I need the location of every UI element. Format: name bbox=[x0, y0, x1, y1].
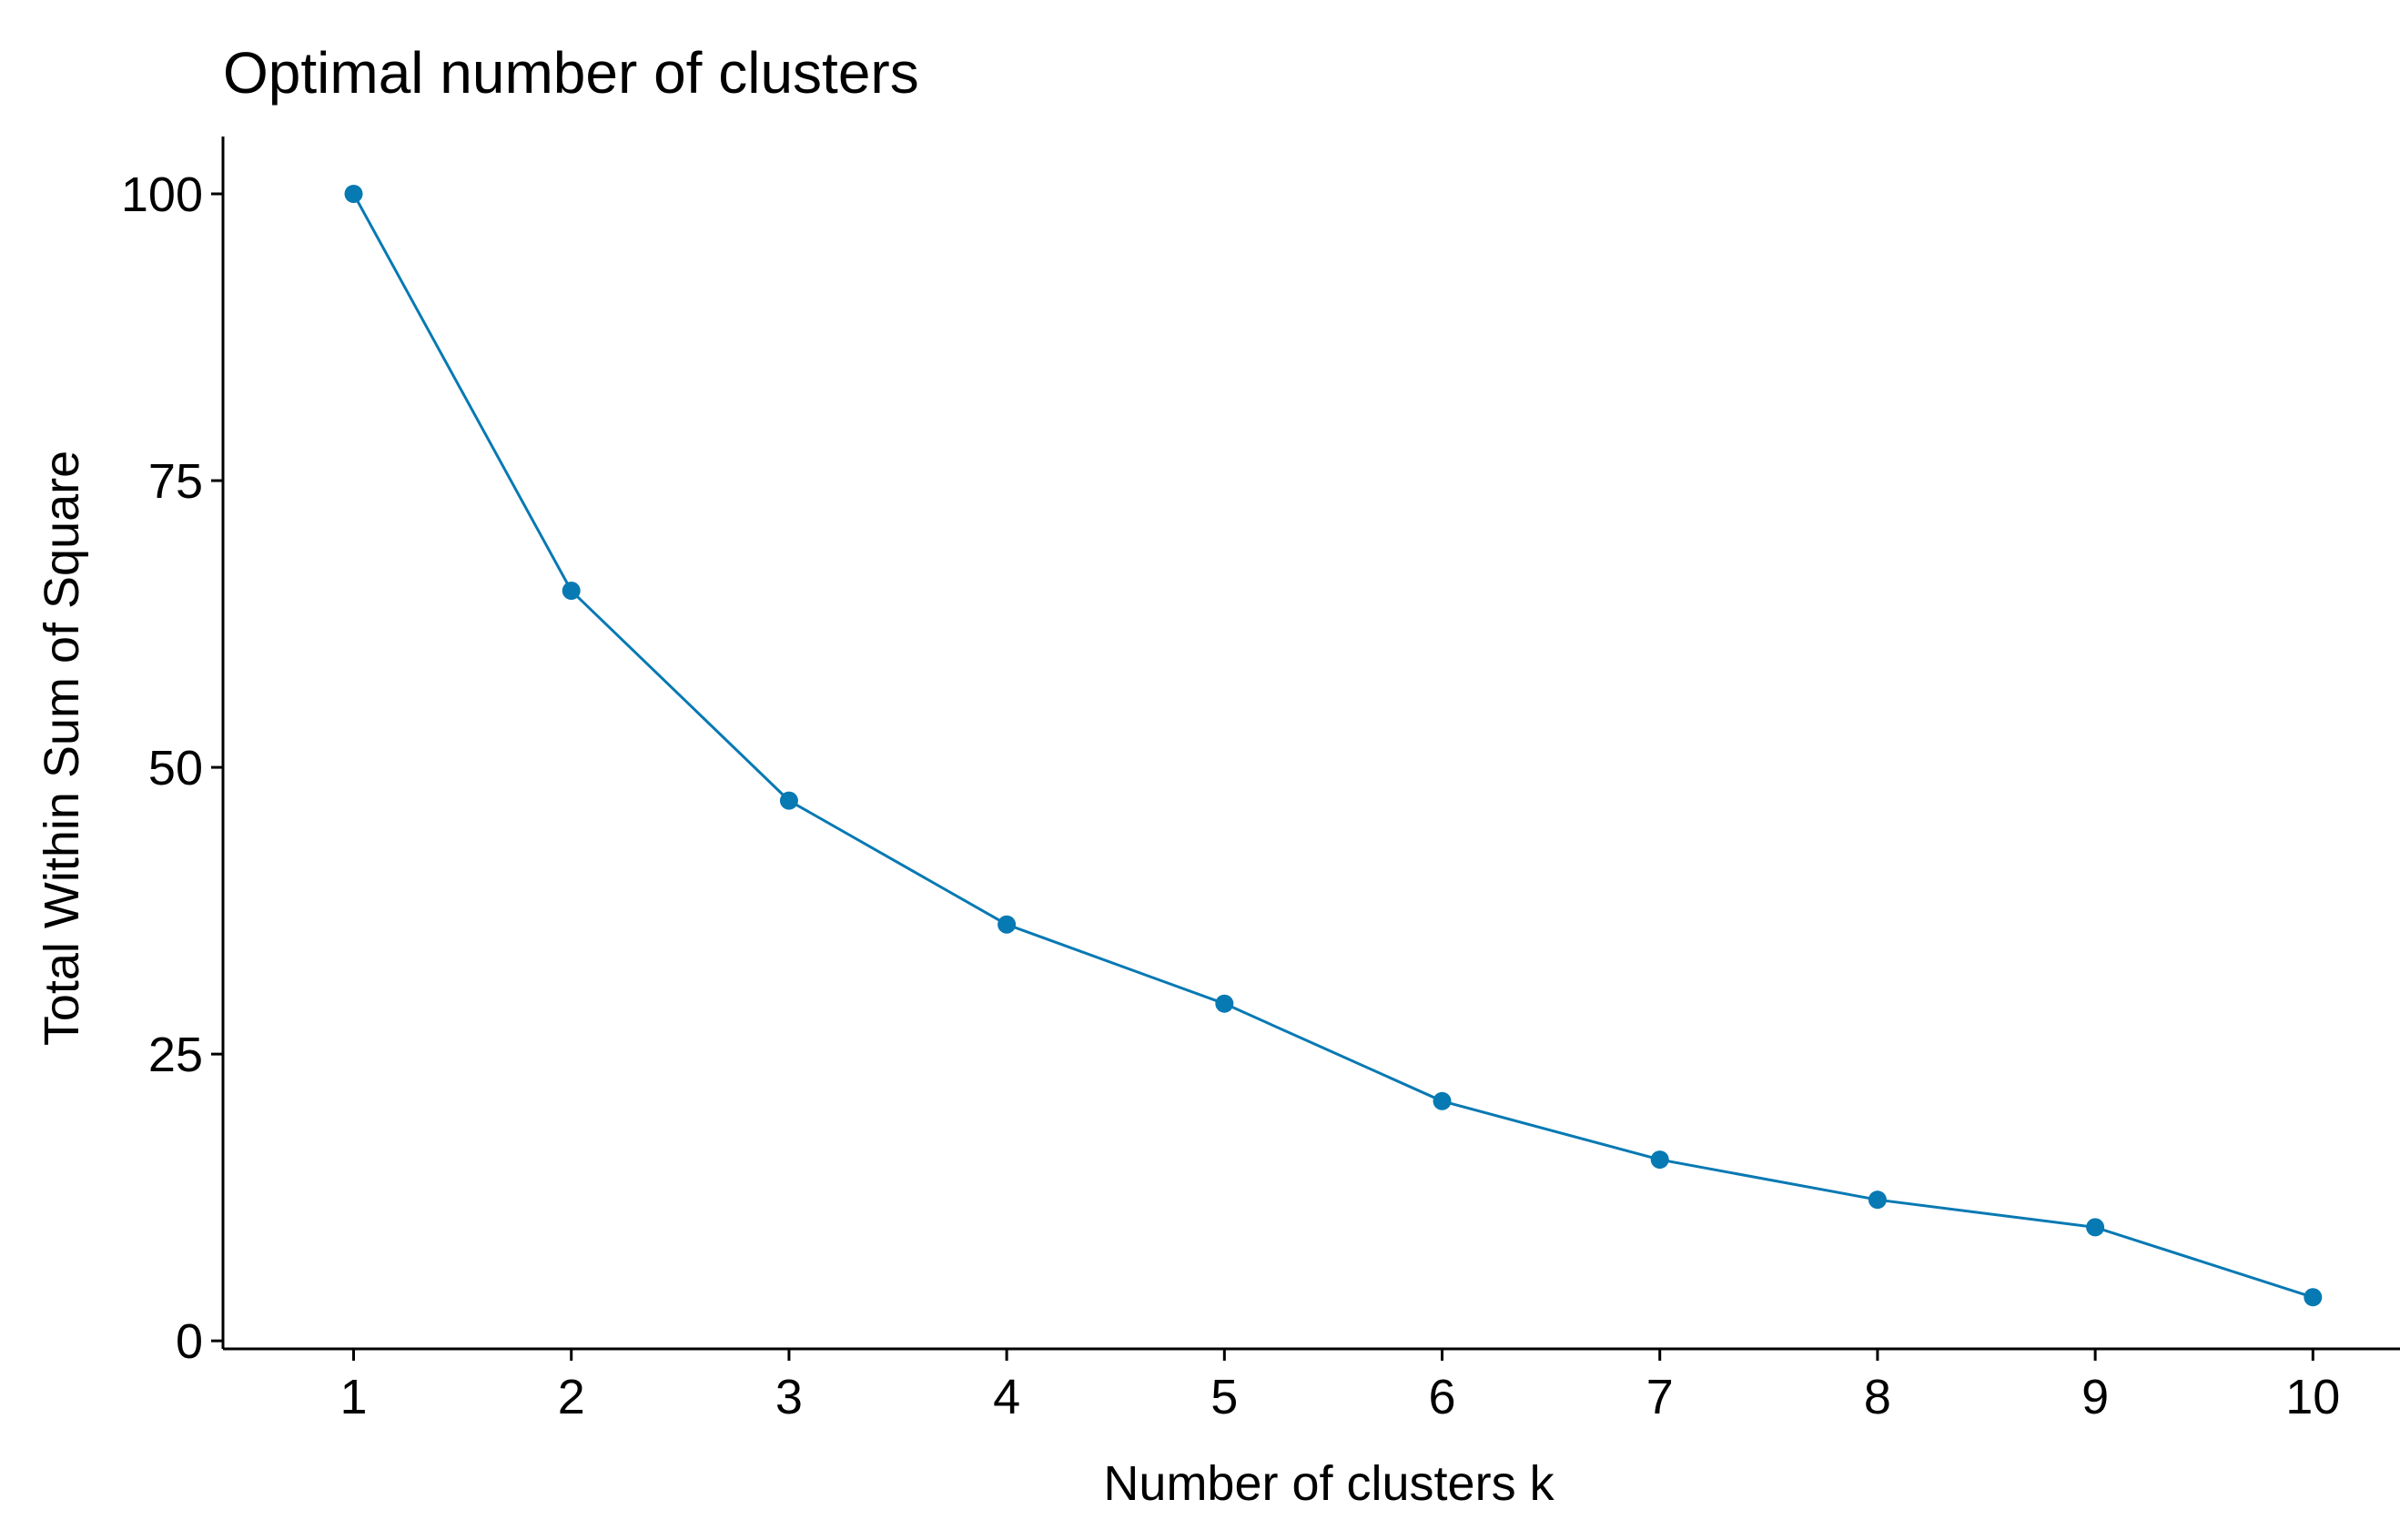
data-point bbox=[1868, 1190, 1887, 1210]
y-tick-label: 0 bbox=[176, 1314, 203, 1369]
series-line bbox=[352, 193, 2314, 1299]
x-tick-label: 6 bbox=[1428, 1370, 1455, 1424]
x-tick-label: 10 bbox=[2285, 1370, 2340, 1424]
data-point bbox=[1650, 1150, 1669, 1170]
plot-area: 0 25 50 75 100 1 2 3 4 5 6 7 8 9 10 bbox=[121, 137, 2400, 1424]
data-point bbox=[1433, 1091, 1452, 1110]
x-tick-label: 5 bbox=[1210, 1370, 1238, 1424]
data-point bbox=[562, 582, 581, 601]
y-tick-label: 50 bbox=[148, 741, 203, 795]
data-point bbox=[344, 185, 363, 204]
data-point bbox=[779, 791, 798, 810]
x-tick-label: 3 bbox=[775, 1370, 803, 1424]
data-point bbox=[1215, 994, 1234, 1013]
data-point bbox=[2304, 1288, 2323, 1307]
x-ticks: 1 2 3 4 5 6 7 8 9 10 bbox=[339, 1349, 2340, 1424]
x-tick-label: 2 bbox=[558, 1370, 585, 1424]
y-axis-label: Total Within Sum of Square bbox=[35, 451, 89, 1046]
x-tick-label: 4 bbox=[993, 1370, 1020, 1424]
x-tick-label: 9 bbox=[2081, 1370, 2109, 1424]
x-tick-label: 7 bbox=[1646, 1370, 1674, 1424]
chart-title: Optimal number of clusters bbox=[223, 40, 919, 106]
y-ticks: 0 25 50 75 100 bbox=[121, 167, 223, 1369]
data-point bbox=[2086, 1218, 2105, 1237]
x-tick-label: 1 bbox=[339, 1370, 367, 1424]
x-axis-label: Number of clusters k bbox=[1103, 1456, 1554, 1511]
series-layer bbox=[344, 185, 2323, 1307]
y-tick-label: 25 bbox=[148, 1028, 203, 1082]
y-tick-label: 100 bbox=[121, 167, 203, 222]
y-tick-label: 75 bbox=[148, 454, 203, 509]
x-tick-label: 8 bbox=[1864, 1370, 1891, 1424]
data-point bbox=[997, 915, 1017, 934]
